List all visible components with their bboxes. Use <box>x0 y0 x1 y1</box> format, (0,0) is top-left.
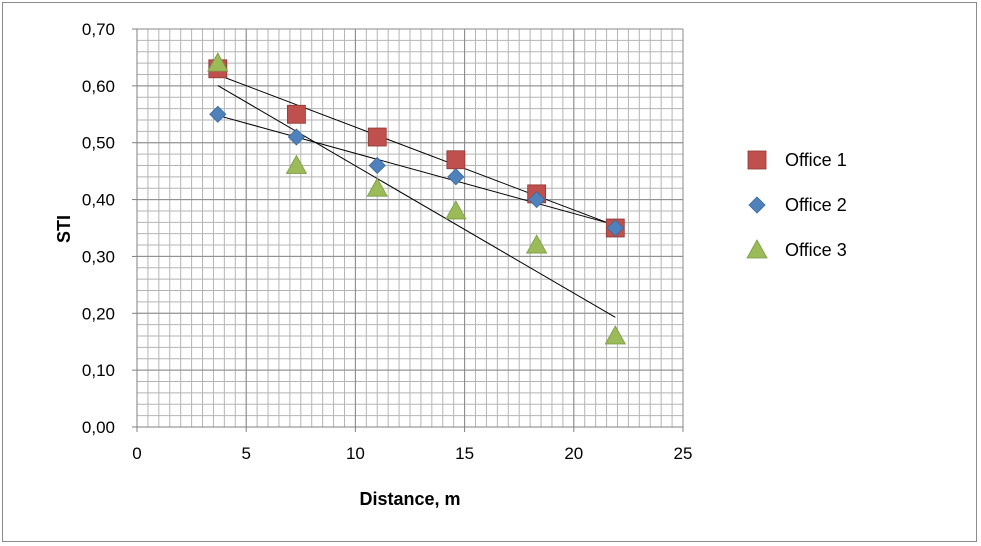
office-2-point <box>606 219 624 237</box>
office-2-point <box>447 168 465 186</box>
y-tick-label: 0,50 <box>82 134 115 153</box>
x-tick-label: 5 <box>241 444 250 463</box>
office-2-point <box>368 156 386 175</box>
office-3-point <box>207 52 229 72</box>
y-tick-label: 0,20 <box>82 304 115 323</box>
office-2-point <box>209 105 227 123</box>
office-3-point <box>525 234 548 254</box>
x-tick-label: 20 <box>564 444 583 463</box>
office-1-point <box>446 150 466 170</box>
office-2-point <box>287 128 305 146</box>
office-1-point <box>367 127 387 147</box>
y-tick-label: 0,10 <box>82 361 115 380</box>
trendline-office-1 <box>217 74 616 227</box>
office-1-point <box>287 104 306 124</box>
x-tick-label: 15 <box>455 444 474 463</box>
office-3-point <box>604 325 626 345</box>
axes <box>132 28 684 432</box>
x-tick-label: 25 <box>674 444 693 463</box>
grid <box>136 28 684 428</box>
y-tick-label: 0,70 <box>82 20 115 39</box>
legend-label-office-3: Office 3 <box>785 240 847 260</box>
y-tick-label: 0,60 <box>82 77 115 96</box>
office-3-point <box>366 177 388 197</box>
legend: Office 1 Office 2 Office 3 <box>746 150 847 260</box>
trendline-office-2 <box>217 114 616 226</box>
office-3-point <box>445 200 467 220</box>
tick-labels: 0 5 10 15 20 25 0,00 0,10 0,20 0,30 0,40 0,50 0,60 0,… <box>82 20 693 463</box>
y-tick-label: 0,00 <box>82 418 115 437</box>
trendline-office-3 <box>217 85 616 318</box>
office-2-point <box>528 191 546 209</box>
y-axis-title: STI <box>54 215 74 243</box>
legend-label-office-1: Office 1 <box>785 150 847 170</box>
x-axis-title: Distance, m <box>359 489 460 509</box>
legend-marker-office-2 <box>748 196 766 214</box>
legend-label-office-2: Office 2 <box>785 195 847 215</box>
office-3-point <box>285 154 308 174</box>
data-points <box>207 52 626 345</box>
legend-marker-office-3 <box>746 239 768 259</box>
x-tick-label: 0 <box>132 444 141 463</box>
y-tick-label: 0,30 <box>82 247 115 266</box>
trendlines <box>217 74 616 318</box>
y-tick-label: 0,40 <box>82 191 115 210</box>
legend-marker-office-1 <box>747 150 767 170</box>
x-tick-label: 10 <box>346 444 365 463</box>
